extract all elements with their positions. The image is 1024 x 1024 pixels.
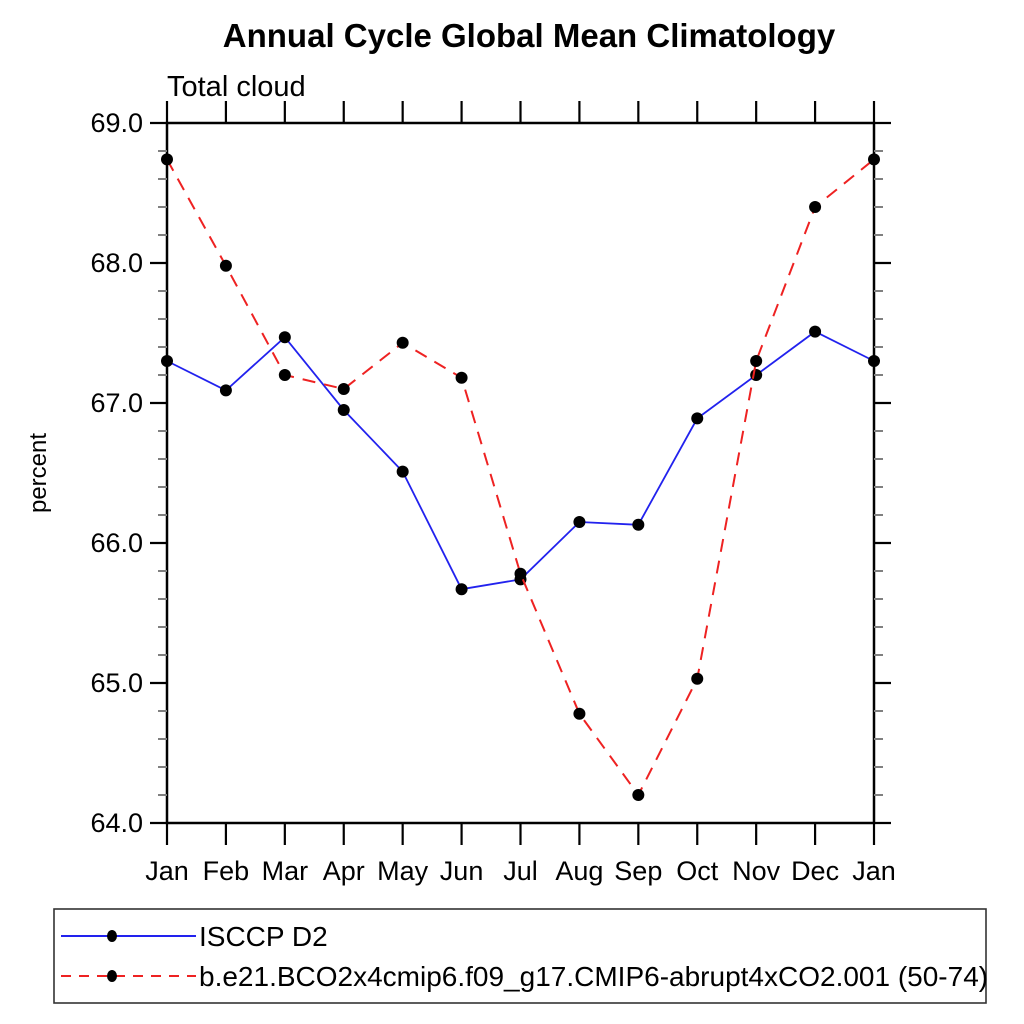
- legend-label-1: b.e21.BCO2x4cmip6.f09_g17.CMIP6-abrupt4x…: [199, 961, 988, 992]
- data-point: [809, 325, 822, 338]
- data-point: [868, 355, 880, 367]
- data-point: [750, 369, 763, 381]
- series-line-0: [166, 330, 875, 591]
- data-point: [396, 336, 409, 349]
- chart-subtitle: Total cloud: [167, 71, 306, 103]
- data-point: [278, 331, 291, 344]
- data-point: [691, 412, 704, 425]
- data-point: [219, 384, 232, 397]
- x-tick-label: Jul: [503, 856, 538, 886]
- y-tick-label: 67.0: [90, 388, 143, 418]
- data-point: [455, 583, 468, 596]
- x-tick-label: Dec: [791, 856, 839, 886]
- y-axis-label: percent: [25, 433, 52, 513]
- x-tick-label: Apr: [323, 856, 365, 886]
- data-point: [337, 383, 350, 395]
- chart-title: Annual Cycle Global Mean Climatology: [223, 17, 836, 54]
- data-point: [868, 153, 880, 166]
- x-tick-label: Aug: [555, 856, 603, 886]
- series-line-1: [166, 158, 875, 797]
- x-tick-label: Jun: [440, 856, 484, 886]
- data-point: [632, 518, 645, 531]
- x-tick-label: Jan: [145, 856, 189, 886]
- data-point: [514, 567, 527, 580]
- legend-label-0: ISCCP D2: [199, 921, 328, 952]
- plot-frame: [165, 121, 876, 825]
- data-point: [396, 465, 409, 478]
- y-tick-label: 66.0: [90, 528, 143, 558]
- data-point: [455, 371, 468, 384]
- data-point: [750, 355, 763, 367]
- data-point: [573, 516, 586, 528]
- y-tick-label: 64.0: [90, 808, 143, 838]
- data-point: [161, 153, 173, 166]
- data-point: [632, 789, 645, 801]
- data-point: [161, 355, 173, 367]
- axes: 64.0 65.0 66.0 67.0 68.0 69.0 Jan Feb Mar Apr May J…: [90, 101, 896, 886]
- data-point: [219, 259, 232, 272]
- data-point: [691, 672, 704, 685]
- x-tick-label: Oct: [676, 856, 719, 886]
- x-tick-label: Mar: [262, 856, 309, 886]
- y-tick-label: 68.0: [90, 248, 143, 278]
- data-point: [278, 369, 291, 381]
- x-tick-label: Jan: [852, 856, 896, 886]
- data-point: [573, 707, 586, 720]
- legend: ISCCP D2 b.e21.BCO2x4cmip6.f09_g17.CMIP6-…: [53, 908, 988, 1004]
- x-tick-label: Feb: [203, 856, 250, 886]
- x-tick-label: May: [377, 856, 429, 886]
- legend-marker-1: [107, 970, 117, 982]
- y-tick-label: 65.0: [90, 668, 143, 698]
- legend-marker-0: [107, 930, 117, 942]
- data-point: [337, 404, 350, 416]
- x-tick-label: Sep: [614, 856, 662, 886]
- legend-box: [53, 908, 987, 1004]
- y-tick-label: 69.0: [90, 108, 143, 138]
- data-point: [809, 201, 822, 213]
- series-lines: [161, 153, 880, 801]
- x-tick-label: Nov: [732, 856, 781, 886]
